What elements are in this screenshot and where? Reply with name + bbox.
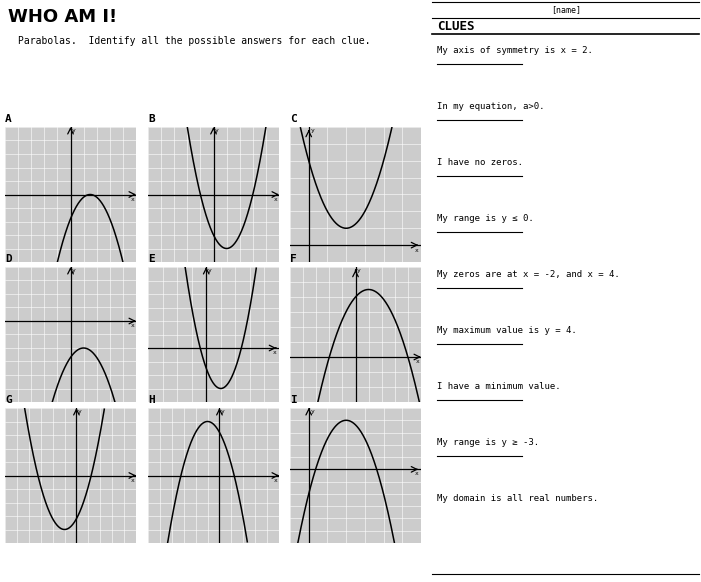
Text: E: E (148, 254, 155, 264)
Text: A: A (5, 114, 12, 124)
Text: [name]: [name] (552, 5, 582, 14)
Text: In my equation, a>0.: In my equation, a>0. (437, 102, 545, 111)
Text: x: x (130, 477, 134, 482)
Text: x: x (414, 471, 418, 476)
Text: My maximum value is y = 4.: My maximum value is y = 4. (437, 326, 577, 335)
Text: Parabolas.  Identify all the possible answers for each clue.: Parabolas. Identify all the possible ans… (18, 36, 371, 46)
Text: y: y (221, 409, 224, 414)
Text: My range is y ≥ -3.: My range is y ≥ -3. (437, 438, 539, 447)
Text: x: x (415, 359, 419, 364)
Text: B: B (148, 114, 155, 124)
Text: WHO AM I!: WHO AM I! (8, 8, 117, 26)
Text: y: y (311, 128, 315, 133)
Text: y: y (78, 409, 81, 414)
Text: My axis of symmetry is x = 2.: My axis of symmetry is x = 2. (437, 46, 593, 55)
Text: x: x (273, 477, 277, 482)
Text: x: x (273, 350, 277, 355)
Text: I have a minimum value.: I have a minimum value. (437, 382, 561, 391)
Text: y: y (72, 127, 76, 133)
Text: y: y (357, 268, 361, 273)
Text: I: I (290, 395, 297, 405)
Text: x: x (414, 248, 418, 253)
Text: D: D (5, 254, 12, 264)
Text: C: C (290, 114, 297, 124)
Text: y: y (311, 409, 315, 414)
Text: x: x (130, 197, 134, 201)
Text: y: y (72, 268, 76, 273)
Text: H: H (148, 395, 155, 405)
Text: x: x (273, 197, 277, 201)
Text: My domain is all real numbers.: My domain is all real numbers. (437, 494, 598, 503)
Text: y: y (215, 127, 219, 133)
Text: CLUES: CLUES (437, 20, 475, 33)
Text: My range is y ≤ 0.: My range is y ≤ 0. (437, 214, 533, 223)
Text: x: x (130, 323, 134, 328)
Text: y: y (208, 268, 212, 273)
Text: My zeros are at x = -2, and x = 4.: My zeros are at x = -2, and x = 4. (437, 270, 620, 279)
Text: G: G (5, 395, 12, 405)
Text: I have no zeros.: I have no zeros. (437, 158, 523, 167)
Text: F: F (290, 254, 297, 264)
